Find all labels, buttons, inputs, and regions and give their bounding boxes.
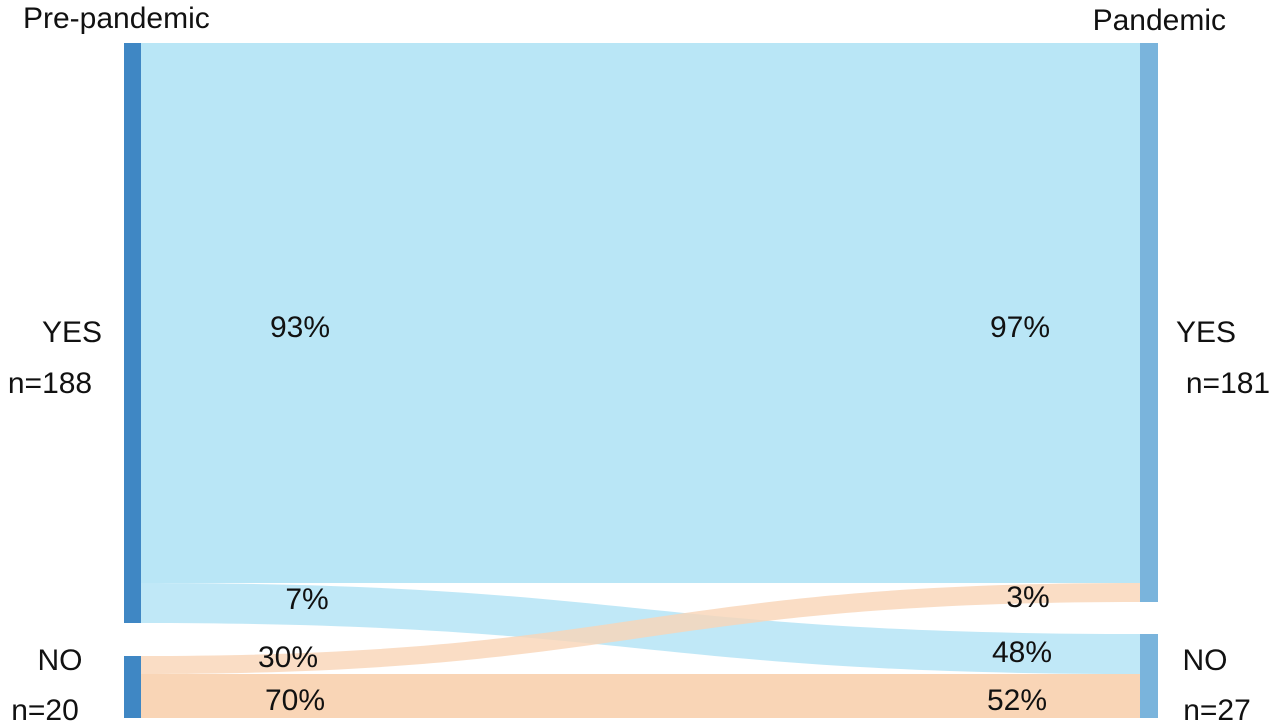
flow-label-yes-no-left: 7% (285, 583, 328, 616)
flow-yes-to-yes (141, 43, 1140, 583)
flow-label-no-no-left: 70% (265, 684, 325, 717)
flow-label-yes-yes-right: 97% (990, 311, 1050, 344)
node-bar-pre-no (124, 656, 141, 718)
flow-label-no-no-right: 52% (987, 684, 1047, 717)
flow-no-to-no (141, 674, 1140, 718)
flow-label-yes-no-right: 48% (992, 636, 1052, 669)
flow-label-yes-yes-left: 93% (270, 311, 330, 344)
flow-no-to-yes (141, 583, 1140, 674)
node-bar-pre-yes (124, 43, 141, 623)
node-count-pandemic-yes: n=181 (1186, 367, 1270, 400)
node-count-pre-yes: n=188 (8, 367, 92, 400)
node-bar-pandemic-no (1140, 634, 1158, 718)
node-count-pandemic-no: n=27 (1183, 694, 1251, 724)
node-bar-pandemic-yes (1140, 43, 1158, 602)
column-title-pre-pandemic: Pre-pandemic (23, 2, 210, 35)
flow-label-no-yes-left: 30% (258, 641, 318, 674)
node-count-pre-no: n=20 (11, 694, 79, 724)
node-label-pre-no: NO (38, 644, 83, 677)
flow-label-no-yes-right: 3% (1006, 581, 1049, 614)
column-title-pandemic: Pandemic (1093, 4, 1226, 37)
node-label-pandemic-yes: YES (1176, 316, 1236, 349)
node-label-pandemic-no: NO (1183, 644, 1228, 677)
node-label-pre-yes: YES (42, 316, 102, 349)
